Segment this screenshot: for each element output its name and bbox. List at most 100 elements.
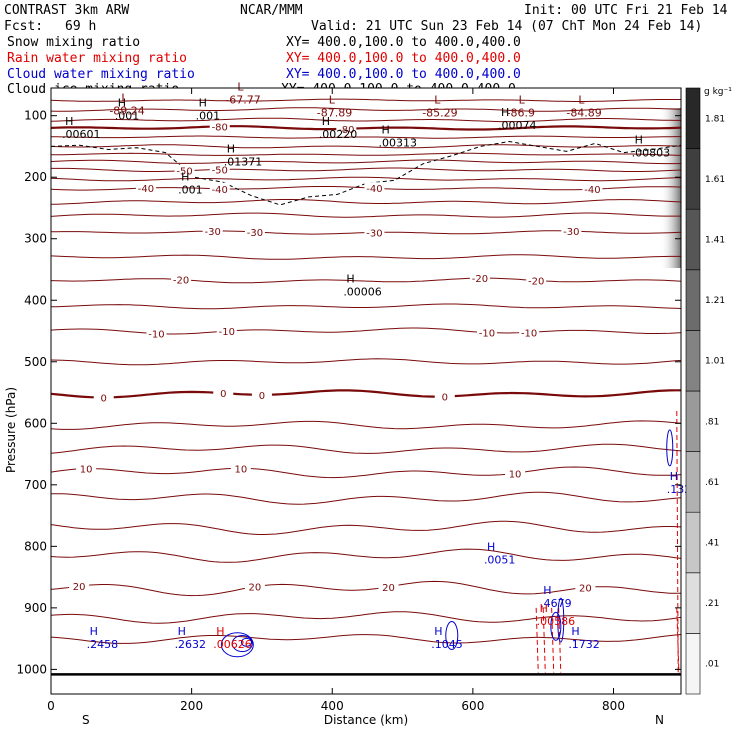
cloud-water-contour	[445, 621, 459, 651]
model-title: CONTRAST 3km ARW	[4, 3, 129, 18]
temperature-contour	[51, 634, 681, 644]
high-marker: H	[199, 97, 207, 110]
temperature-contour-label: -50	[176, 167, 192, 178]
endpoint-left: S	[82, 713, 90, 727]
field-xy-snow: XY= 400.0,100.0 to 400.0,400.0	[286, 35, 521, 50]
x-tick-label: 400	[321, 699, 344, 713]
upper-right-shading	[660, 108, 681, 268]
colorbar-label: .81	[705, 417, 719, 427]
extremum-value-label: .2458	[87, 638, 119, 651]
colorbar-segment	[685, 511, 701, 574]
x-axis-title: Distance (km)	[324, 713, 408, 727]
snow-mixing-contour	[51, 140, 681, 206]
init-time: Init: 00 UTC Fri 21 Feb 14	[524, 3, 728, 18]
extremum-value-label: .2632	[175, 638, 207, 651]
colorbar-segment	[685, 330, 701, 392]
min-value-label: -67.77	[225, 94, 260, 107]
temperature-contour-label: -10	[521, 328, 537, 339]
cloud-water-contour	[557, 597, 565, 643]
field-xy-rain: XY= 400.0,100.0 to 400.0,400.0	[286, 51, 521, 66]
low-marker: L	[434, 93, 441, 106]
high-marker: H	[346, 272, 354, 285]
temperature-contour-label: 10	[509, 469, 522, 480]
temperature-contour-label: 20	[249, 583, 262, 594]
high-marker: H	[90, 625, 98, 638]
high-marker: H	[227, 143, 235, 156]
extremum-value-label: .001	[115, 110, 140, 123]
temperature-contour	[51, 98, 681, 102]
min-value-label: -85.29	[422, 106, 457, 119]
high-marker: H	[635, 133, 643, 146]
high-marker: H	[571, 625, 579, 638]
rain-mixing-contour	[535, 607, 539, 673]
y-tick-label: 1000	[16, 662, 47, 676]
colorbar-label: 1.01	[705, 357, 725, 367]
high-marker: H	[178, 625, 186, 638]
high-marker: H	[540, 602, 548, 615]
temperature-contour-label: 0	[259, 391, 265, 402]
contour-label-bg	[575, 581, 596, 594]
temperature-contour-label: -40	[138, 184, 154, 195]
temperature-contour	[51, 491, 681, 505]
min-value-label: -86.9	[507, 106, 535, 119]
extremum-value-label: .00313	[378, 137, 417, 150]
temperature-contour	[51, 152, 681, 156]
high-marker: H	[543, 584, 551, 597]
temperature-contour-label: -30	[247, 228, 263, 239]
temperature-contour	[51, 107, 681, 112]
field-xy-cloud-water: XY= 400.0,100.0 to 400.0,400.0	[286, 67, 521, 82]
colorbar-segment	[685, 390, 701, 452]
contour-label-bg	[171, 273, 192, 286]
temperature-contour	[51, 254, 681, 260]
temperature-contour	[51, 358, 681, 366]
colorbar-segment	[685, 572, 701, 634]
high-marker: H	[381, 124, 389, 137]
colorbar-segment	[685, 87, 701, 149]
colorbar-label: 1.61	[705, 175, 725, 185]
min-value-label: -87.89	[317, 106, 352, 119]
min-value-label: -84.89	[566, 106, 601, 119]
temperature-contour	[51, 199, 681, 205]
x-tick-label: 200	[180, 699, 203, 713]
low-marker: L	[578, 93, 585, 106]
extremum-value-label: .001	[178, 183, 203, 196]
endpoint-right: N	[655, 713, 664, 727]
y-tick-label: 500	[24, 355, 47, 369]
colorbar-unit: g kg⁻¹	[704, 87, 732, 97]
contour-label-bg	[69, 580, 90, 593]
contour-label-bg	[216, 325, 237, 338]
extremum-value-label: .1045	[431, 638, 463, 651]
temperature-contour-label: -10	[219, 327, 235, 338]
contour-label-bg	[561, 225, 582, 238]
high-marker: H	[216, 625, 224, 638]
temperature-contour	[51, 548, 681, 563]
high-marker: H	[322, 115, 330, 128]
temperature-contour-label: 0	[442, 392, 448, 403]
contour-label-bg	[526, 274, 547, 287]
temperature-contour-label: 10	[80, 465, 93, 476]
extremum-value-label: .00803	[632, 146, 671, 159]
colorbar-label: 1.21	[705, 296, 725, 306]
colorbar-segment	[685, 633, 701, 695]
temperature-contour-label: -20	[472, 274, 488, 285]
field-name-snow: Snow mixing ratio	[7, 35, 140, 50]
extremum-value-label: .00220	[319, 128, 358, 141]
y-tick-label: 800	[24, 539, 47, 553]
contour-label-bg	[146, 327, 167, 340]
contour-label-bg	[209, 120, 230, 133]
cloud-water-contour	[550, 611, 562, 641]
fcst-label: Fcst:	[4, 19, 43, 34]
rain-mixing-contour	[542, 607, 546, 673]
extremum-value-label: .00006	[343, 285, 382, 298]
colorbar-label: .01	[705, 660, 719, 670]
temperature-contour	[51, 303, 681, 310]
low-marker: L	[329, 93, 336, 106]
rain-mixing-contour	[676, 410, 679, 673]
y-tick-label: 600	[24, 416, 47, 430]
colorbar-label: .61	[705, 478, 719, 488]
contour-label-bg	[364, 182, 385, 195]
temperature-contour-label: -40	[366, 184, 382, 195]
contour-label-bg	[505, 467, 526, 480]
temperature-contour	[51, 420, 681, 430]
extremum-value-label: .00586	[537, 615, 576, 628]
